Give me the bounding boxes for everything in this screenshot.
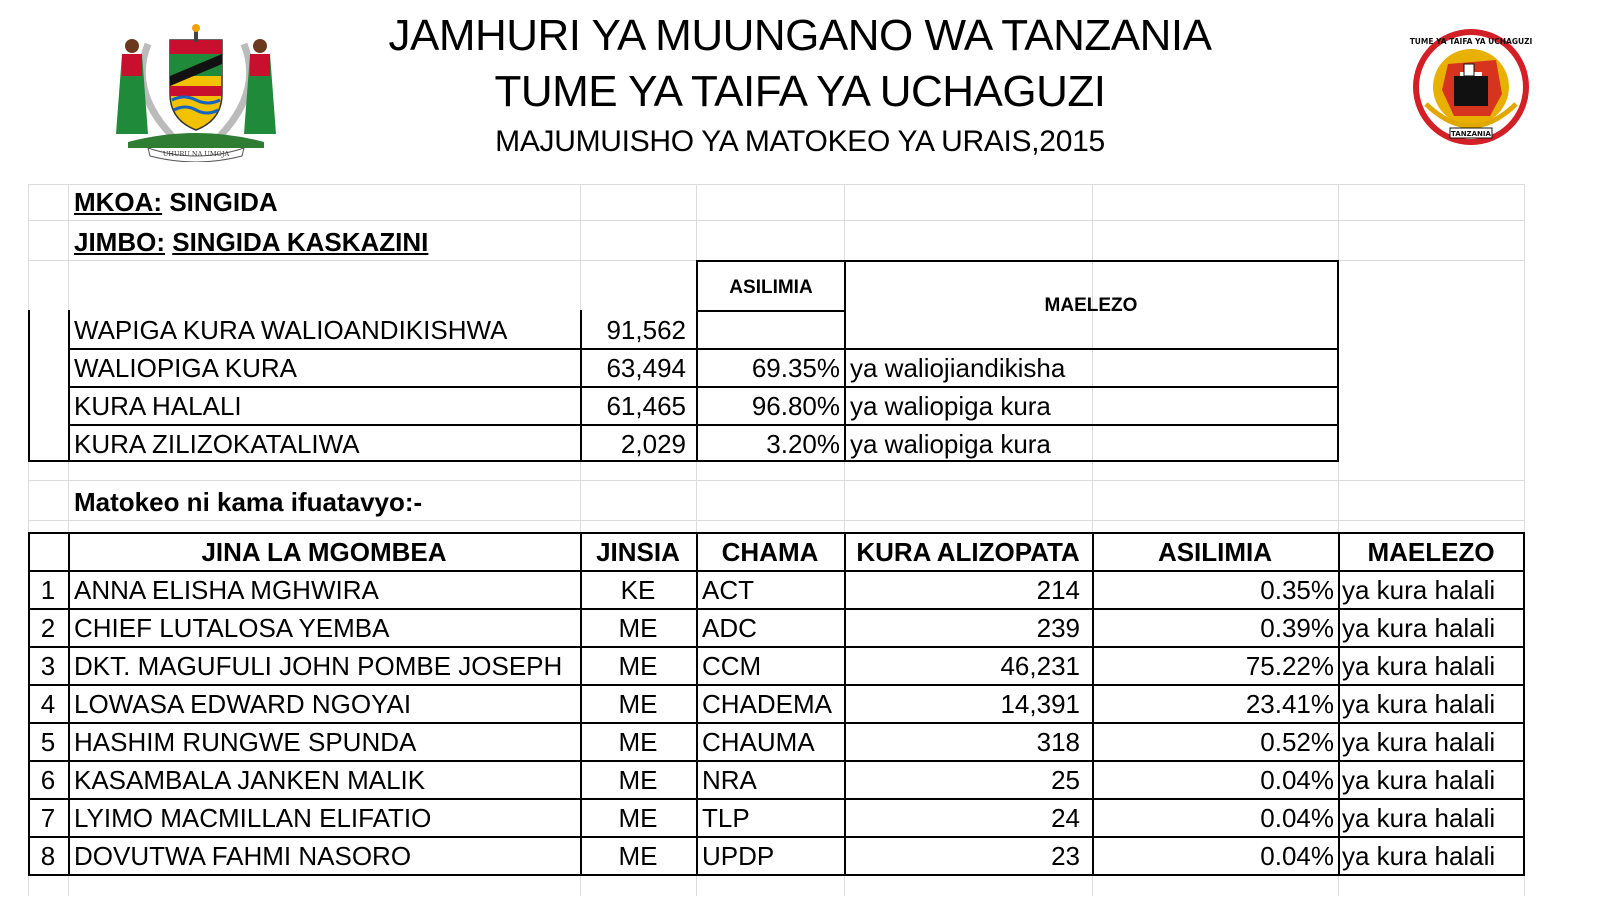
commission-seal-icon: TUME YA TAIFA YA UCHAGUZI TANZANIA [1410, 29, 1533, 145]
result-row-party: ADC [702, 613, 757, 643]
result-row-votes: 214 [1036, 575, 1080, 605]
result-row-percent: 0.04% [1260, 803, 1334, 833]
result-row-party: ACT [702, 575, 754, 605]
results-sheet: MKOA: SINGIDA JIMBO: SINGIDA KASKAZINI A… [28, 184, 1572, 896]
region-label: MKOA: [74, 187, 163, 217]
result-row-note: ya kura halali [1342, 613, 1496, 643]
summary-row-value: 61,465 [606, 391, 686, 421]
result-row-party: CHADEMA [702, 689, 833, 719]
result-row-name: LOWASA EDWARD NGOYAI [74, 689, 412, 719]
result-row-number: 2 [40, 613, 56, 643]
result-row-votes: 24 [1051, 803, 1080, 833]
result-row-party: CHAUMA [702, 727, 815, 757]
summary-row-value: 63,494 [606, 353, 686, 383]
constituency-value: SINGIDA KASKAZINI [172, 227, 429, 257]
summary-header-percent: ASILIMIA [729, 277, 813, 298]
summary-row-note: ya waliojiandikisha [850, 353, 1066, 383]
summary-row-note: ya waliopiga kura [850, 391, 1051, 421]
result-row-percent: 0.35% [1260, 575, 1334, 605]
result-row-percent: 0.04% [1260, 765, 1334, 795]
result-row-party: TLP [702, 803, 750, 833]
svg-text:UHURU NA UMOJA: UHURU NA UMOJA [163, 150, 230, 158]
results-header-percent: ASILIMIA [1157, 537, 1273, 567]
results-header-gender: JINSIA [596, 537, 680, 567]
summary-row-percent: 3.20% [766, 429, 840, 459]
summary-row-percent: 96.80% [751, 391, 840, 421]
results-header-party: CHAMA [721, 537, 819, 567]
summary-row-note: ya waliopiga kura [850, 429, 1051, 459]
summary-row-value: 2,029 [620, 429, 686, 459]
title-country: JAMHURI YA MUUNGANO WA TANZANIA [388, 11, 1212, 60]
result-row-percent: 23.41% [1245, 689, 1334, 719]
result-row-name: HASHIM RUNGWE SPUNDA [74, 727, 417, 757]
svg-text:TUME YA TAIFA YA UCHAGUZI: TUME YA TAIFA YA UCHAGUZI [1410, 37, 1533, 46]
result-row-note: ya kura halali [1342, 841, 1496, 871]
result-row-gender: ME [618, 651, 658, 681]
result-row-note: ya kura halali [1342, 651, 1496, 681]
constituency-label: JIMBO: [74, 227, 165, 257]
result-row-votes: 25 [1051, 765, 1080, 795]
result-row-number: 8 [40, 841, 56, 871]
summary-row-label: KURA ZILIZOKATALIWA [74, 429, 360, 459]
results-header-note: MAELEZO [1367, 537, 1495, 567]
result-row-number: 7 [40, 803, 56, 833]
summary-row-value: 91,562 [606, 315, 686, 345]
svg-text:TANZANIA: TANZANIA [1451, 130, 1491, 138]
result-row-name: LYIMO MACMILLAN ELIFATIO [74, 803, 432, 833]
result-row-number: 3 [40, 651, 56, 681]
result-row-note: ya kura halali [1342, 689, 1496, 719]
summary-row-label: KURA HALALI [74, 391, 242, 421]
result-row-percent: 0.04% [1260, 841, 1334, 871]
result-row-name: CHIEF LUTALOSA YEMBA [74, 613, 390, 643]
result-row-gender: ME [618, 765, 658, 795]
result-row-percent: 0.39% [1260, 613, 1334, 643]
summary-row-label: WALIOPIGA KURA [74, 353, 297, 383]
result-row-gender: ME [618, 803, 658, 833]
summary-header-note: MAELEZO [1044, 295, 1138, 316]
result-row-votes: 23 [1051, 841, 1080, 871]
result-row-name: DOVUTWA FAHMI NASORO [74, 841, 412, 871]
result-row-votes: 318 [1036, 727, 1080, 757]
result-row-votes: 46,231 [1000, 651, 1080, 681]
result-row-gender: ME [618, 613, 658, 643]
summary-row-percent: 69.35% [751, 353, 840, 383]
result-row-party: CCM [702, 651, 762, 681]
title-commission: TUME YA TAIFA YA UCHAGUZI [494, 67, 1107, 116]
coat-of-arms-icon: UHURU NA UMOJA [116, 24, 276, 162]
result-row-party: NRA [702, 765, 757, 795]
result-row-number: 4 [40, 689, 56, 719]
result-row-note: ya kura halali [1342, 803, 1496, 833]
result-row-name: ANNA ELISHA MGHWIRA [74, 575, 379, 605]
result-row-gender: KE [620, 575, 656, 605]
region-value: SINGIDA [169, 187, 278, 217]
result-row-gender: ME [618, 689, 658, 719]
result-row-note: ya kura halali [1342, 765, 1496, 795]
result-row-number: 5 [40, 727, 56, 757]
results-intro: Matokeo ni kama ifuatavyo:- [74, 487, 423, 517]
result-row-votes: 239 [1036, 613, 1080, 643]
title-summary: MAJUMUISHO YA MATOKEO YA URAIS,2015 [495, 125, 1105, 158]
result-row-gender: ME [618, 841, 658, 871]
region-line: MKOA: SINGIDA [74, 184, 278, 220]
result-row-name: KASAMBALA JANKEN MALIK [74, 765, 426, 795]
result-row-number: 6 [40, 765, 56, 795]
result-row-name: DKT. MAGUFULI JOHN POMBE JOSEPH [74, 651, 563, 681]
result-row-votes: 14,391 [1000, 689, 1080, 719]
results-header-votes: KURA ALIZOPATA [856, 537, 1080, 567]
results-header-name: JINA LA MGOMBEA [201, 537, 447, 567]
result-row-percent: 75.22% [1245, 651, 1334, 681]
result-row-note: ya kura halali [1342, 575, 1496, 605]
document-header: JAMHURI YA MUUNGANO WA TANZANIA TUME YA … [0, 0, 1600, 180]
result-row-note: ya kura halali [1342, 727, 1496, 757]
result-row-number: 1 [40, 575, 56, 605]
summary-row-label: WAPIGA KURA WALIOANDIKISHWA [74, 315, 508, 345]
result-row-gender: ME [618, 727, 658, 757]
constituency-line: JIMBO: SINGIDA KASKAZINI [74, 224, 428, 260]
result-row-party: UPDP [702, 841, 775, 871]
result-row-percent: 0.52% [1260, 727, 1334, 757]
